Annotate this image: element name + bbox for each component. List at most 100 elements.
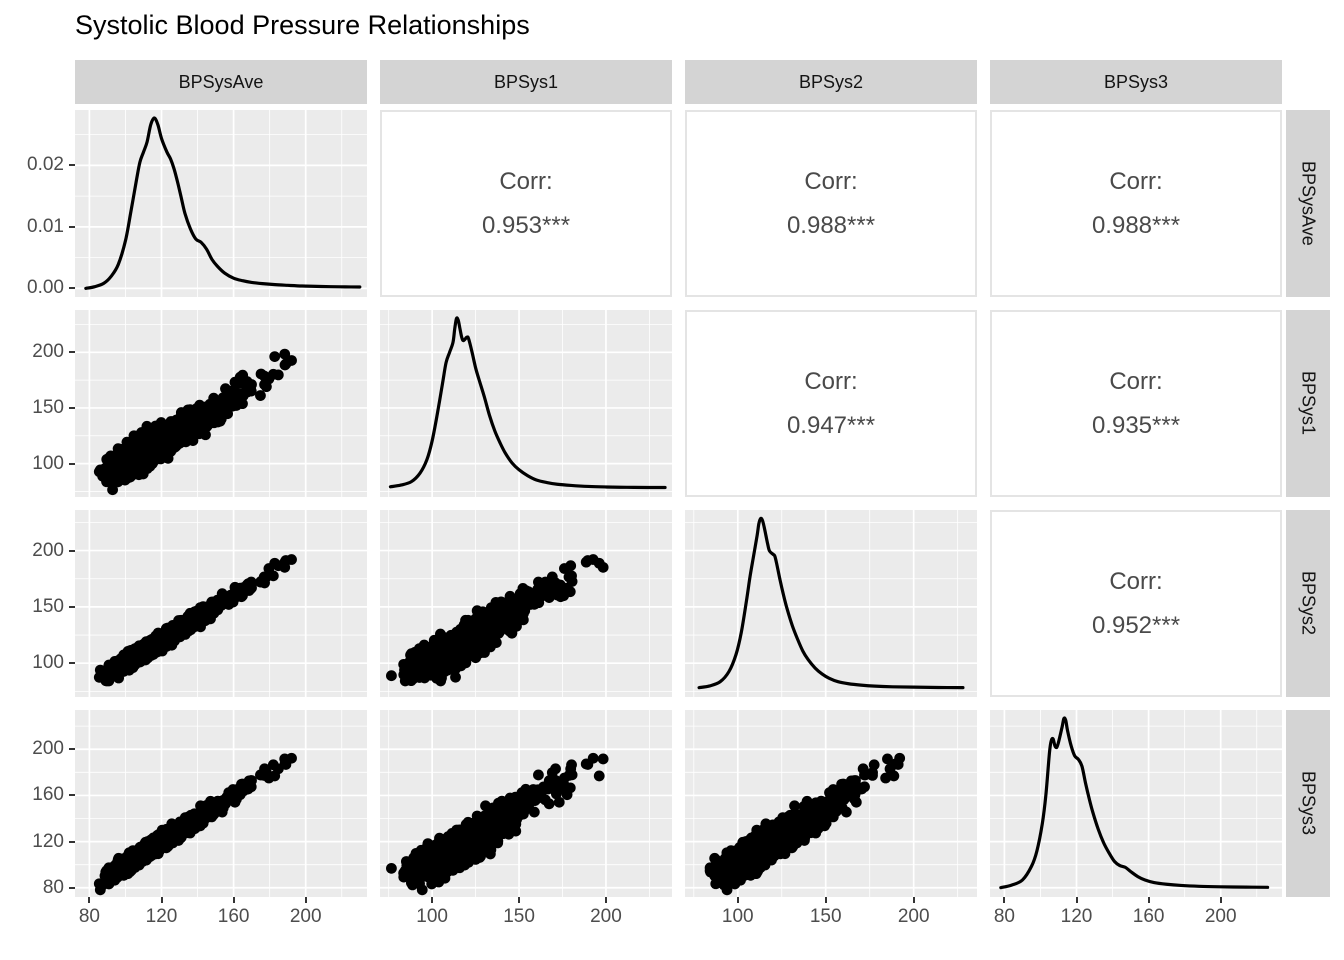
corr-label: Corr:	[1109, 367, 1163, 395]
row-strip-label: BPSysAve	[1298, 161, 1319, 246]
x-axis-tick-mark	[431, 897, 434, 903]
column-strip-label: BPSys3	[1103, 71, 1169, 92]
corr-panel-BPSys1-BPSys2: Corr: 0.947***	[685, 310, 977, 497]
corr-label: Corr:	[804, 367, 858, 395]
y-axis-tick-label: 100	[32, 452, 64, 474]
x-axis-tick-mark	[160, 897, 163, 903]
y-axis-tick-mark	[69, 287, 75, 290]
x-axis-tick-mark	[912, 897, 915, 903]
x-axis-tick-mark	[1147, 897, 1150, 903]
column-strip-BPSysAve: BPSysAve	[75, 60, 367, 104]
y-axis-tick-label: 0.01	[27, 215, 64, 237]
y-axis-tick-mark	[69, 794, 75, 797]
scatter-panel-BPSys3-vs-BPSys2	[685, 710, 977, 897]
row-strip-label: BPSys1	[1298, 371, 1319, 436]
y-axis-tick-mark	[69, 886, 75, 889]
x-axis-tick-mark	[604, 897, 607, 903]
x-axis-tick-mark	[1003, 897, 1006, 903]
row-strip-BPSysAve: BPSysAve	[1286, 110, 1330, 297]
scatter-panel-BPSys2-vs-BPSys1	[380, 510, 672, 697]
y-axis-tick-label: 200	[32, 341, 64, 363]
y-axis-tick-mark	[69, 406, 75, 409]
corr-value: 0.947***	[786, 411, 876, 439]
x-axis-tick-label: 150	[503, 906, 535, 927]
x-axis-tick-label: 160	[217, 906, 250, 927]
x-axis-tick-label: 200	[590, 906, 622, 927]
y-axis-tick-mark	[69, 662, 75, 665]
corr-label: Corr:	[804, 167, 858, 195]
scatter-panel-BPSys3-vs-BPSys1	[380, 710, 672, 897]
column-strip-BPSys1: BPSys1	[380, 60, 672, 104]
corr-value: 0.988***	[786, 211, 876, 239]
x-axis-tick-mark	[1075, 897, 1078, 903]
y-axis-tick-mark	[69, 605, 75, 608]
y-axis-tick-mark	[69, 351, 75, 354]
corr-value: 0.953***	[481, 211, 571, 239]
corr-panel-BPSysAve-BPSys2: Corr: 0.988***	[685, 110, 977, 297]
x-axis-tick-label: 200	[289, 906, 322, 927]
corr-panel-BPSysAve-BPSys3: Corr: 0.988***	[990, 110, 1282, 297]
y-axis-tick-mark	[69, 164, 75, 167]
row-strip-BPSys3: BPSys3	[1286, 710, 1330, 897]
y-axis-tick-label: 150	[32, 396, 64, 418]
y-axis-tick-label: 0.00	[27, 277, 64, 299]
corr-label: Corr:	[499, 167, 553, 195]
y-axis-tick-label: 150	[32, 595, 64, 617]
y-axis-tick-label: 200	[32, 539, 64, 561]
row-strip-label: BPSys2	[1298, 571, 1319, 636]
corr-label: Corr:	[1109, 567, 1163, 595]
column-strip-label: BPSys2	[798, 71, 864, 92]
scatter-panel-BPSys1-vs-BPSysAve	[75, 310, 367, 497]
scatter-panel-BPSys3-vs-BPSysAve	[75, 710, 367, 897]
x-axis-tick-label: 80	[78, 906, 100, 927]
corr-panel-BPSys2-BPSys3: Corr: 0.952***	[990, 510, 1282, 697]
row-strip-BPSys2: BPSys2	[1286, 510, 1330, 697]
x-axis-tick-mark	[518, 897, 521, 903]
density-panel-BPSysAve	[75, 110, 367, 297]
column-strip-BPSys2: BPSys2	[685, 60, 977, 104]
x-axis-tick-label: 200	[1204, 906, 1237, 927]
column-strip-label: BPSys1	[493, 71, 559, 92]
column-strip-BPSys3: BPSys3	[990, 60, 1282, 104]
corr-label: Corr:	[1109, 167, 1163, 195]
density-panel-BPSys1	[380, 310, 672, 497]
corr-panel-BPSysAve-BPSys1: Corr: 0.953***	[380, 110, 672, 297]
corr-value: 0.935***	[1091, 411, 1181, 439]
column-strip-label: BPSysAve	[178, 71, 264, 92]
y-axis-tick-mark	[69, 748, 75, 751]
x-axis-tick-label: 150	[809, 906, 842, 927]
x-axis-tick-mark	[736, 897, 739, 903]
corr-panel-BPSys1-BPSys3: Corr: 0.935***	[990, 310, 1282, 497]
x-axis-tick-mark	[1219, 897, 1222, 903]
scatter-panel-BPSys2-vs-BPSysAve	[75, 510, 367, 697]
x-axis-tick-label: 120	[145, 906, 178, 927]
y-axis-tick-label: 80	[42, 876, 64, 898]
y-axis-tick-mark	[69, 462, 75, 465]
y-axis-tick-mark	[69, 225, 75, 228]
y-axis-tick-mark	[69, 840, 75, 843]
corr-value: 0.988***	[1091, 211, 1181, 239]
row-strip-BPSys1: BPSys1	[1286, 310, 1330, 497]
y-axis-tick-label: 100	[32, 652, 64, 674]
density-panel-BPSys2	[685, 510, 977, 697]
row-strip-label: BPSys3	[1298, 771, 1319, 836]
y-axis-tick-label: 200	[32, 738, 64, 760]
x-axis-tick-mark	[824, 897, 827, 903]
x-axis-tick-label: 100	[721, 906, 754, 927]
chart-title: Systolic Blood Pressure Relationships	[75, 10, 530, 40]
density-panel-BPSys3	[990, 710, 1282, 897]
corr-value: 0.952***	[1091, 611, 1181, 639]
x-axis-tick-mark	[232, 897, 235, 903]
x-axis-tick-mark	[304, 897, 307, 903]
x-axis-tick-label: 100	[416, 906, 448, 927]
y-axis-tick-label: 160	[32, 784, 64, 806]
y-axis-tick-label: 120	[32, 830, 64, 852]
y-axis-tick-mark	[69, 549, 75, 552]
x-axis-tick-label: 160	[1132, 906, 1165, 927]
y-axis-tick-label: 0.02	[27, 154, 64, 176]
x-axis-tick-label: 200	[897, 906, 930, 927]
x-axis-tick-mark	[88, 897, 91, 903]
x-axis-tick-label: 120	[1060, 906, 1093, 927]
x-axis-tick-label: 80	[993, 906, 1015, 927]
